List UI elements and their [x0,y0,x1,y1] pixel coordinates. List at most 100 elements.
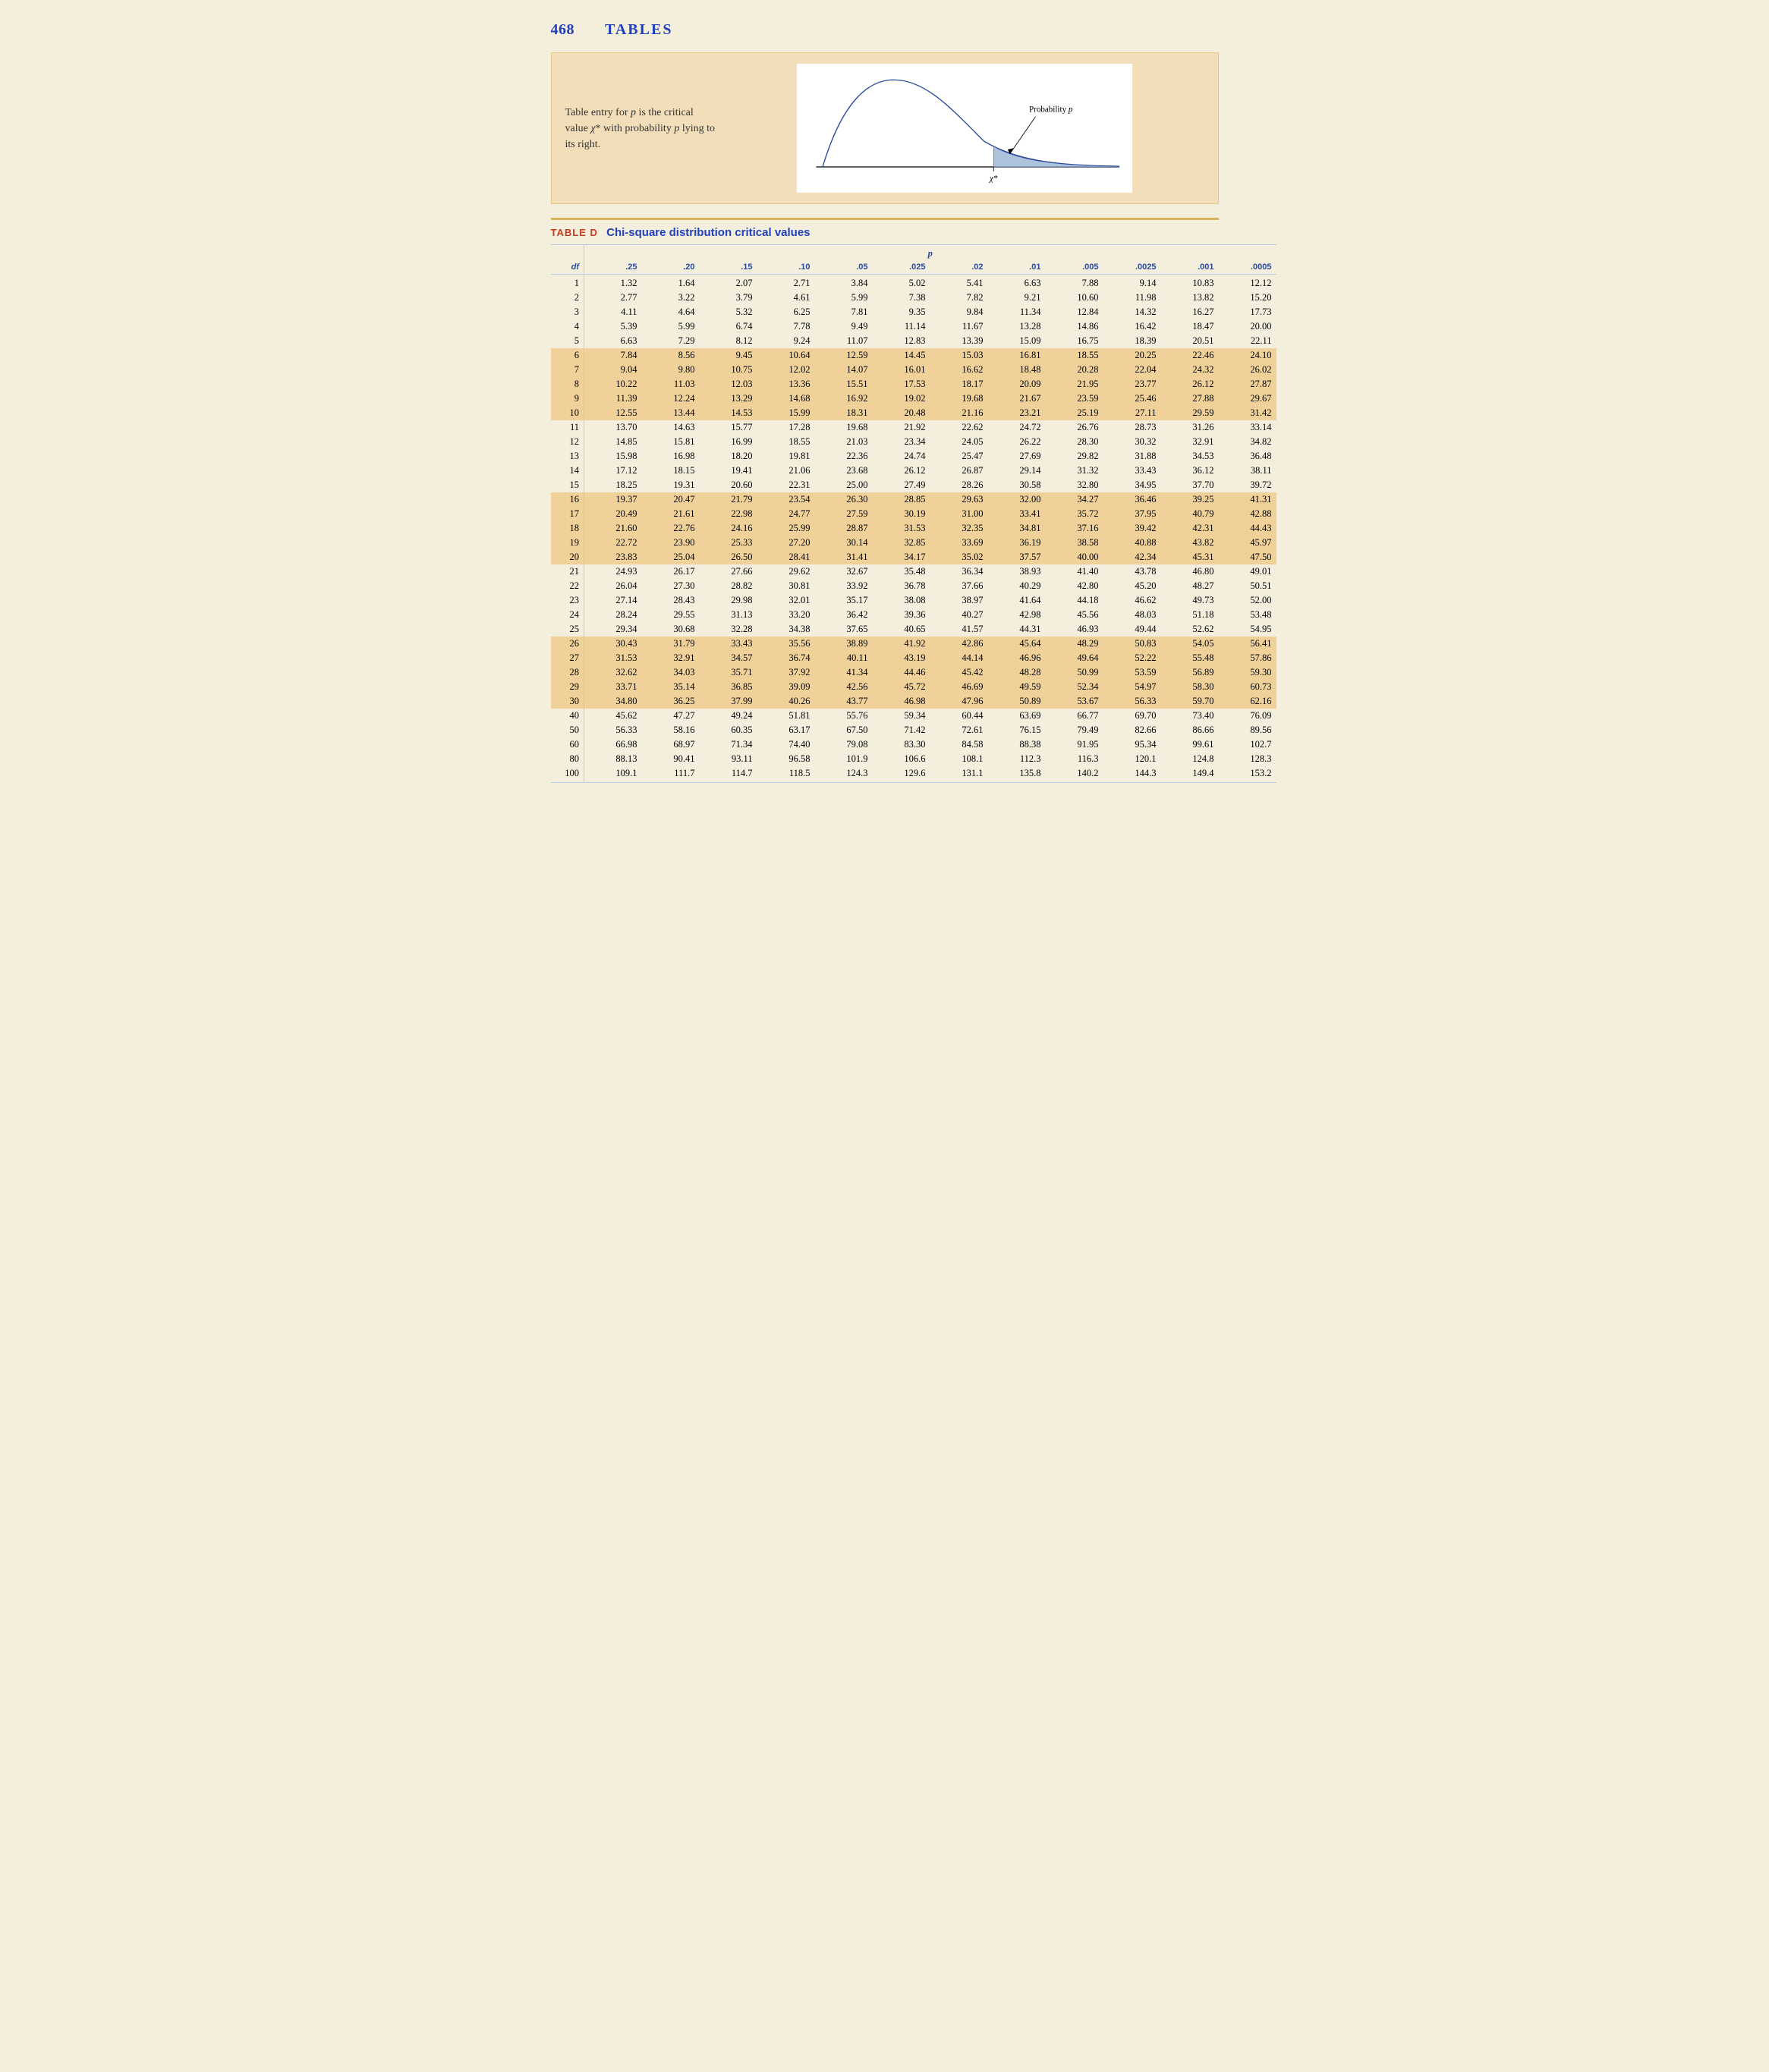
value-cell: 42.31 [1161,521,1219,536]
x-star-label: χ* [989,175,998,184]
table-row: 1922.7223.9025.3327.2030.1432.8533.6936.… [551,536,1276,550]
value-cell: 13.28 [988,319,1046,334]
col-header-p: .001 [1161,261,1219,275]
value-cell: 120.1 [1103,752,1161,766]
value-cell: 27.20 [757,536,815,550]
value-cell: 22.62 [930,420,988,435]
value-cell: 55.76 [815,709,873,723]
value-cell: 23.68 [815,464,873,478]
value-cell: 31.26 [1161,420,1219,435]
value-cell: 128.3 [1219,752,1276,766]
value-cell: 15.77 [700,420,757,435]
value-cell: 33.41 [988,507,1046,521]
value-cell: 38.11 [1219,464,1276,478]
value-cell: 12.02 [757,363,815,377]
value-cell: 38.58 [1046,536,1103,550]
value-cell: 16.81 [988,348,1046,363]
value-cell: 93.11 [700,752,757,766]
value-cell: 18.15 [642,464,700,478]
value-cell: 18.55 [1046,348,1103,363]
value-cell: 55.48 [1161,651,1219,665]
value-cell: 124.8 [1161,752,1219,766]
value-cell: 114.7 [700,766,757,783]
value-cell: 19.02 [873,391,930,406]
value-cell: 47.50 [1219,550,1276,564]
value-cell: 71.42 [873,723,930,737]
value-cell: 17.12 [584,464,642,478]
value-cell: 44.31 [988,622,1046,637]
value-cell: 8.56 [642,348,700,363]
df-cell: 40 [551,709,584,723]
table-row: 8088.1390.4193.1196.58101.9106.6108.1112… [551,752,1276,766]
value-cell: 60.44 [930,709,988,723]
table-body: 11.321.642.072.713.845.025.416.637.889.1… [551,275,1276,783]
value-cell: 27.66 [700,564,757,579]
col-header-p: .01 [988,261,1046,275]
table-row: 1012.5513.4414.5315.9918.3120.4821.1623.… [551,406,1276,420]
value-cell: 35.72 [1046,507,1103,521]
value-cell: 53.67 [1046,694,1103,709]
value-cell: 42.98 [988,608,1046,622]
value-cell: 5.32 [700,305,757,319]
value-cell: 32.91 [642,651,700,665]
value-cell: 34.80 [584,694,642,709]
value-cell: 2.77 [584,291,642,305]
value-cell: 38.08 [873,593,930,608]
value-cell: 21.95 [1046,377,1103,391]
table-row: 2529.3430.6832.2834.3837.6540.6541.5744.… [551,622,1276,637]
value-cell: 7.29 [642,334,700,348]
value-cell: 21.92 [873,420,930,435]
value-cell: 46.80 [1161,564,1219,579]
value-cell: 74.40 [757,737,815,752]
value-cell: 29.67 [1219,391,1276,406]
value-cell: 32.67 [815,564,873,579]
value-cell: 42.88 [1219,507,1276,521]
value-cell: 41.57 [930,622,988,637]
df-cell: 50 [551,723,584,737]
value-cell: 41.64 [988,593,1046,608]
value-cell: 18.55 [757,435,815,449]
value-cell: 106.6 [873,752,930,766]
value-cell: 27.88 [1161,391,1219,406]
value-cell: 50.51 [1219,579,1276,593]
value-cell: 59.70 [1161,694,1219,709]
table-row: 2731.5332.9134.5736.7440.1143.1944.1446.… [551,651,1276,665]
df-cell: 29 [551,680,584,694]
value-cell: 20.51 [1161,334,1219,348]
value-cell: 29.98 [700,593,757,608]
df-cell: 13 [551,449,584,464]
value-cell: 48.27 [1161,579,1219,593]
df-cell: 17 [551,507,584,521]
value-cell: 34.82 [1219,435,1276,449]
value-cell: 36.42 [815,608,873,622]
value-cell: 33.43 [1103,464,1161,478]
value-cell: 129.6 [873,766,930,783]
value-cell: 29.62 [757,564,815,579]
value-cell: 4.61 [757,291,815,305]
df-cell: 6 [551,348,584,363]
value-cell: 10.75 [700,363,757,377]
value-cell: 7.88 [1046,275,1103,291]
value-cell: 51.18 [1161,608,1219,622]
table-row: 2630.4331.7933.4335.5638.8941.9242.8645.… [551,637,1276,651]
value-cell: 31.88 [1103,449,1161,464]
value-cell: 18.25 [584,478,642,492]
value-cell: 11.14 [873,319,930,334]
value-cell: 26.12 [1161,377,1219,391]
value-cell: 48.28 [988,665,1046,680]
value-cell: 28.85 [873,492,930,507]
value-cell: 18.31 [815,406,873,420]
value-cell: 31.13 [700,608,757,622]
value-cell: 144.3 [1103,766,1161,783]
value-cell: 34.53 [1161,449,1219,464]
value-cell: 45.20 [1103,579,1161,593]
value-cell: 28.41 [757,550,815,564]
value-cell: 50.89 [988,694,1046,709]
value-cell: 9.45 [700,348,757,363]
value-cell: 12.55 [584,406,642,420]
value-cell: 69.70 [1103,709,1161,723]
df-cell: 8 [551,377,584,391]
table-row: 2933.7135.1436.8539.0942.5645.7246.6949.… [551,680,1276,694]
value-cell: 26.17 [642,564,700,579]
value-cell: 14.68 [757,391,815,406]
